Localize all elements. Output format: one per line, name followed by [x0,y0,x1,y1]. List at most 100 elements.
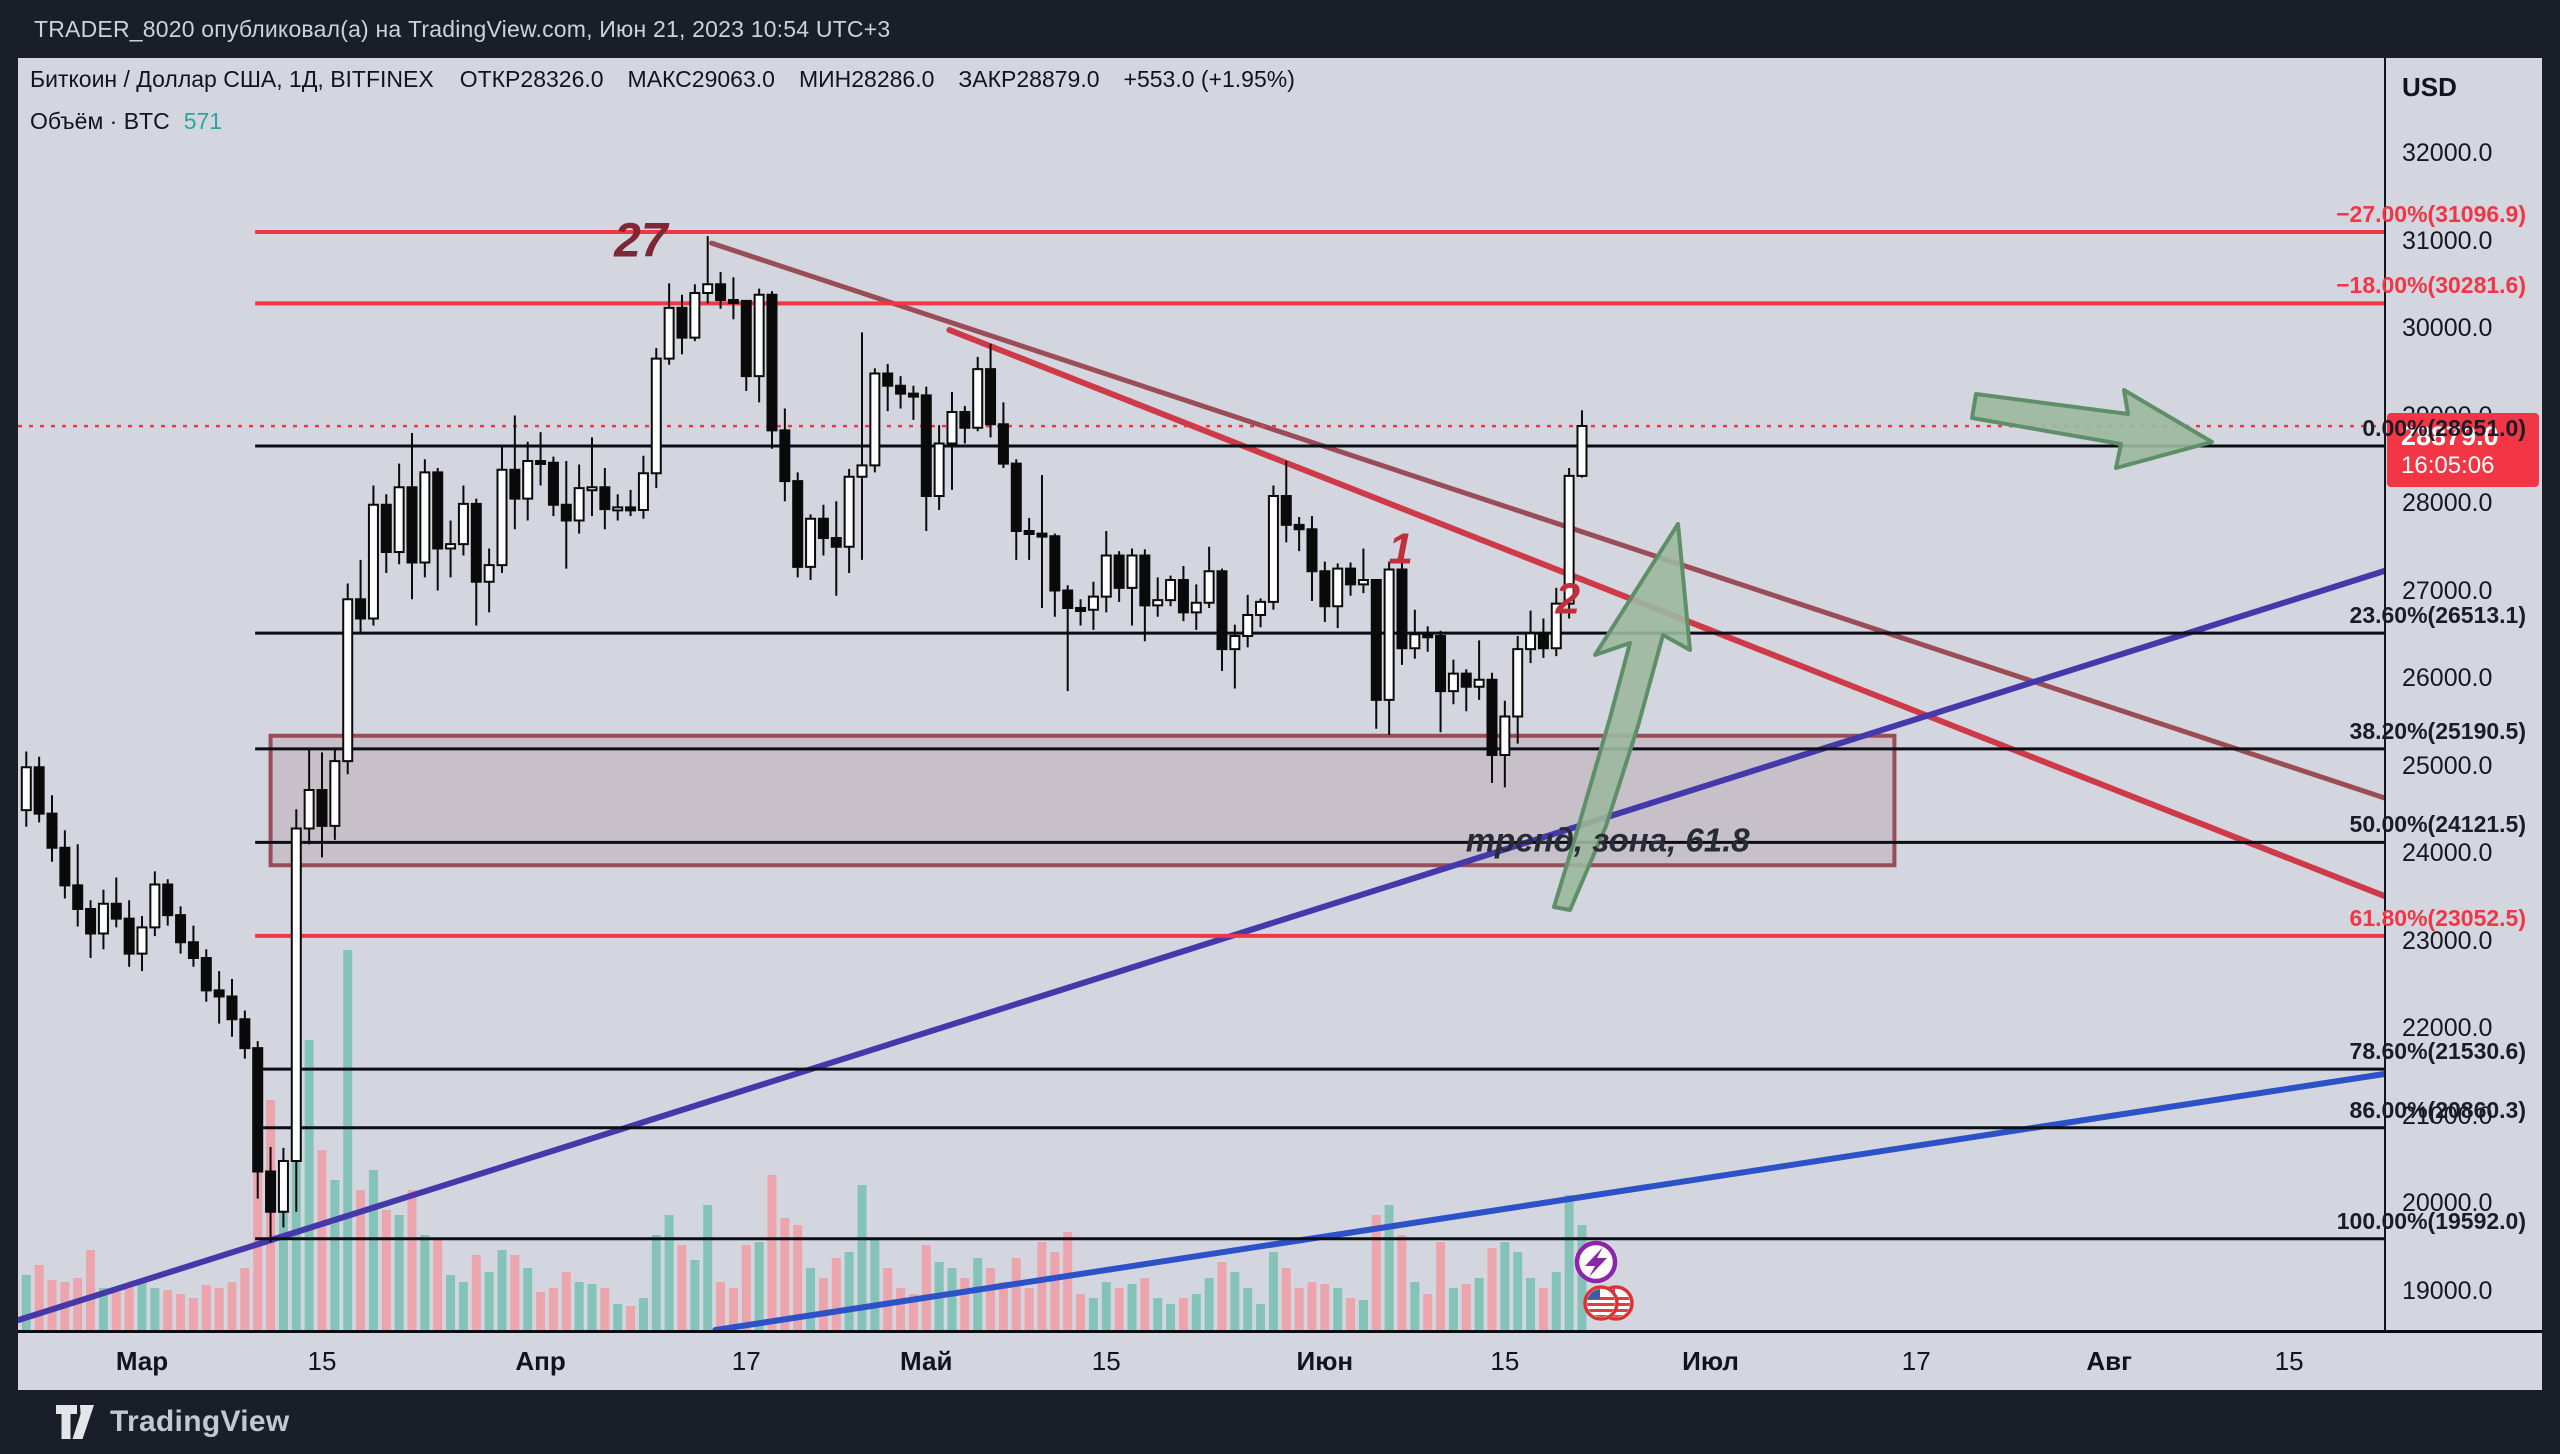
candle-body [1306,528,1318,573]
volume-bar [716,1282,726,1330]
publish-info-bar: TRADER_8020 опубликовал(а) на TradingVie… [0,0,2560,58]
volume-bar [1436,1242,1446,1330]
volume-bar [703,1205,713,1330]
candle-body [316,789,328,827]
candle-body [895,384,907,395]
last-price-tag: 28879.0 16:05:06 [2387,413,2539,488]
candle-body [637,472,649,511]
candle-body [972,368,984,429]
price-tick: 20000.0 [2402,1189,2493,1217]
volume-bar [1024,1288,1034,1330]
volume-bar [1461,1284,1471,1330]
volume-bar [240,1268,250,1330]
candle-body [265,1170,277,1213]
volume-bar [1281,1268,1291,1330]
volume-bar [1346,1298,1356,1330]
candle-body [1537,632,1549,650]
tradingview-logo-icon[interactable] [56,1405,94,1439]
volume-bar [600,1288,610,1330]
date-label-Авг: Авг [2086,1346,2132,1376]
candle-body [779,429,791,483]
candle-body [650,357,662,475]
volume-bar [536,1292,546,1330]
annotation-text: 27 [613,214,670,267]
candle-body [1370,579,1382,701]
date-label-17: 17 [731,1346,761,1376]
volume-bar [780,1218,790,1330]
volume-bar [497,1250,507,1330]
volume-bar [998,1282,1008,1330]
price-tick: 28000.0 [2402,489,2493,517]
candle-body [380,503,392,553]
volume-bar [806,1268,816,1330]
candle-body [1396,568,1408,650]
volume-bar [124,1285,134,1330]
candle-body [1203,570,1215,604]
price-chart-canvas[interactable]: 27 1 2 тренд, зона, 61.8 [18,58,2384,1330]
price-axis[interactable]: USD 32000.031000.030000.029000.028000.02… [2384,58,2542,1330]
candle-body [1216,570,1228,651]
volume-bar [458,1282,468,1330]
candle-body [136,926,148,955]
candle-body [1023,530,1035,535]
right-arrow [1970,388,2214,470]
volume-bar [651,1235,661,1330]
volume-bar [1526,1278,1536,1330]
price-tick: 27000.0 [2402,576,2493,605]
time-axis[interactable]: Мар 15 Апр 17 Май 15 Июн 15 Июл 17 Авг 15 [18,1330,2542,1390]
volume-bar [304,1040,314,1330]
candle-body [329,760,341,827]
candle-body [560,503,572,522]
candle-body [213,989,225,998]
chart-container[interactable]: 27 1 2 тренд, зона, 61.8 Биткоин / Доллар С… [18,58,2542,1390]
candle-body [470,502,482,583]
candle-body [1152,599,1164,607]
volume-bar [433,1240,443,1330]
price-tick: 24000.0 [2402,839,2493,867]
volume-bar [1178,1298,1188,1330]
candle-body [496,468,508,567]
volume-bar [767,1175,777,1330]
volume-bar [1320,1284,1330,1330]
candle-body [149,883,161,929]
candle-body [997,423,1009,465]
volume-bar [1410,1282,1420,1330]
volume-bar [1140,1278,1150,1330]
candle-body [277,1160,289,1213]
candle-body [419,471,431,564]
candle-body [1139,554,1151,607]
candle-body [766,293,778,432]
volume-bar [754,1242,764,1330]
volume-bar [471,1255,481,1330]
date-label-15: 15 [1091,1346,1121,1376]
annotation-text: 1 [1388,524,1412,573]
volume-bar [163,1290,173,1330]
volume-bar [613,1304,623,1330]
candle-body [303,789,315,830]
volume-bar [176,1294,186,1330]
volume-bar [1474,1278,1484,1330]
candle-body [753,293,765,378]
date-label-Мар: Мар [115,1346,169,1376]
tradingview-brand-text[interactable]: TradingView [110,1405,290,1438]
volume-bar [587,1284,597,1330]
candle-body [1087,595,1099,611]
flag-stripe [1587,1303,1615,1306]
candle-body [1409,633,1421,650]
publish-info-text: TRADER_8020 опубликовал(а) на TradingVie… [34,15,891,42]
volume-bar [1153,1298,1163,1330]
date-label-Июл: Июл [1682,1346,1739,1376]
volume-bar [150,1288,160,1330]
volume-bar [574,1282,584,1330]
volume-bar [330,1180,340,1330]
candle-body [689,292,701,339]
candle-body [162,883,174,917]
volume-bar [986,1268,996,1330]
flag-stripe [1587,1297,1615,1300]
candle-body [1447,672,1459,693]
volume-bar [188,1298,198,1330]
volume-bar [561,1272,571,1330]
candle-body [457,502,469,546]
volume-bar [1011,1258,1021,1330]
candle-body [1319,570,1331,608]
